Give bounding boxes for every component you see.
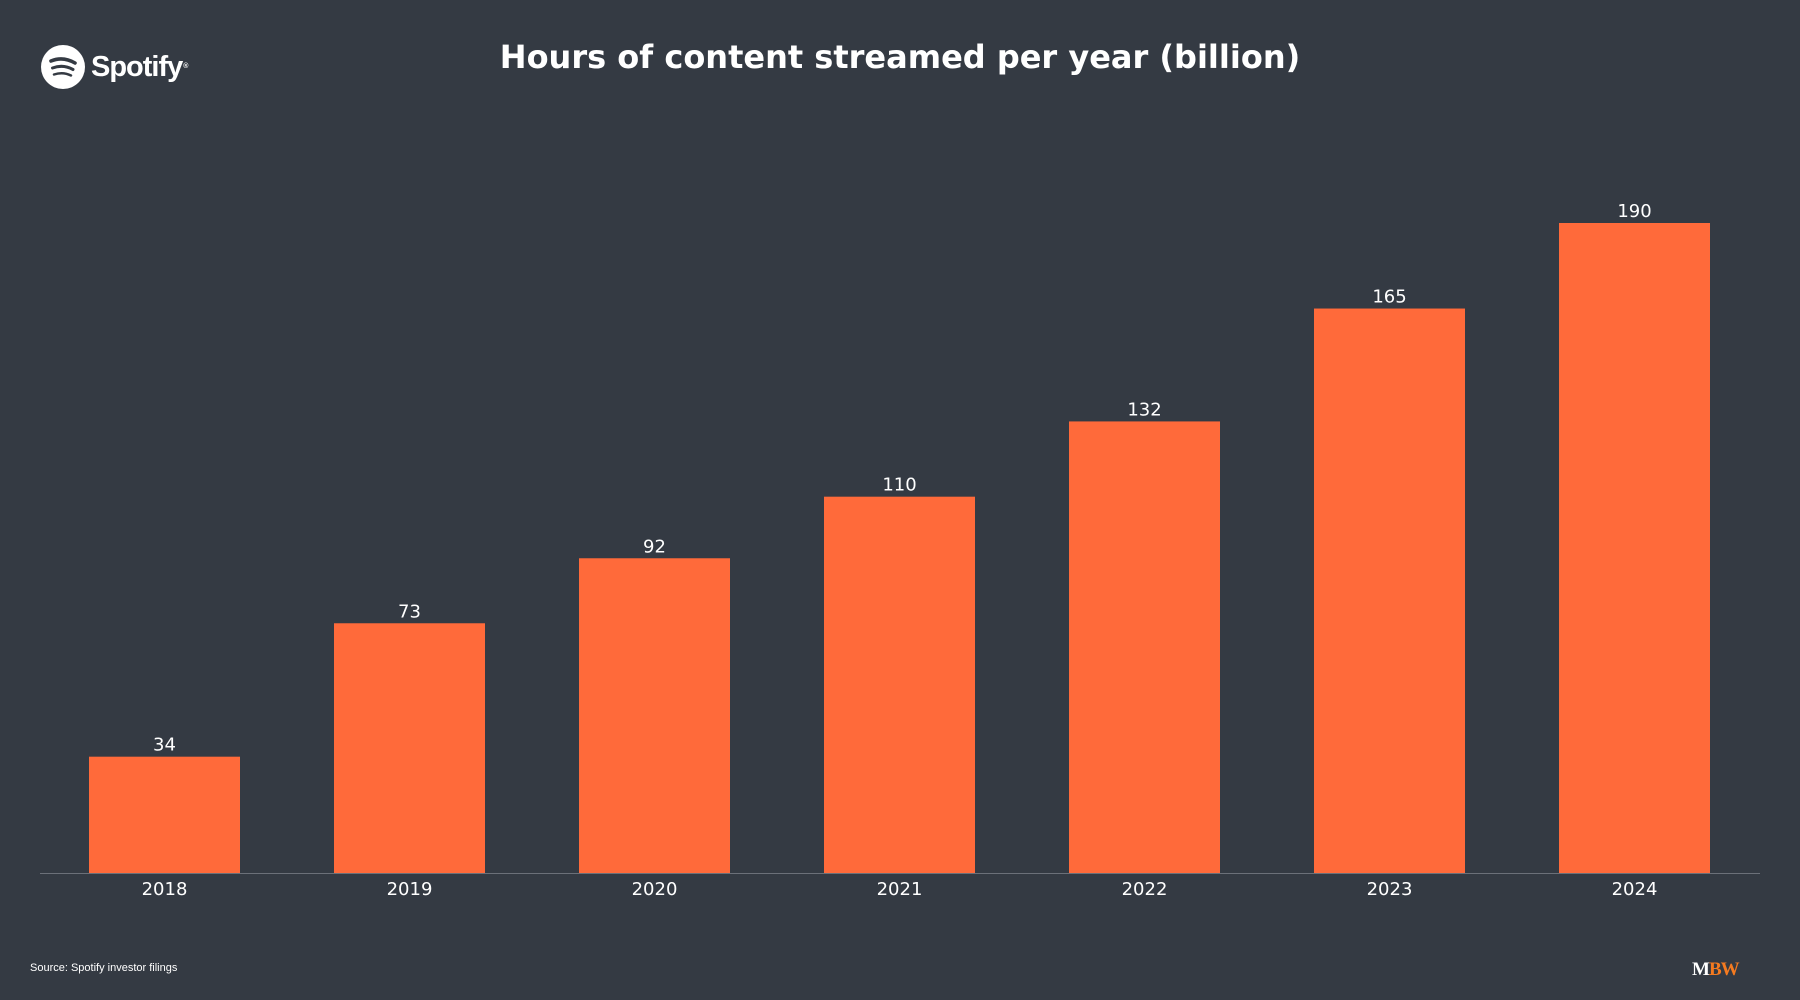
data-label-2024: 190	[1617, 201, 1651, 222]
chart-title: Hours of content streamed per year (bill…	[499, 38, 1301, 76]
bars-group	[89, 223, 1710, 873]
bar-2020	[579, 558, 730, 873]
x-tick-labels-group: 2018 2019 2020 2021 2022 2023 2024	[142, 879, 1658, 900]
spotify-wordmark: Spotify®	[91, 51, 188, 83]
spotify-logo: Spotify®	[41, 44, 188, 90]
data-label-2018: 34	[153, 735, 176, 756]
x-tick-label-2024: 2024	[1612, 879, 1658, 900]
spotify-icon	[41, 45, 85, 89]
x-tick-label-2018: 2018	[142, 879, 188, 900]
bar-2018	[89, 756, 240, 873]
data-label-2019: 73	[398, 601, 421, 622]
data-label-2021: 110	[882, 475, 916, 496]
x-tick-label-2023: 2023	[1367, 879, 1413, 900]
bar-2022	[1069, 421, 1220, 873]
bar-2021	[824, 496, 975, 873]
x-tick-label-2021: 2021	[877, 879, 923, 900]
data-label-2023: 165	[1372, 287, 1406, 308]
mbw-logo: MBW	[1692, 959, 1740, 980]
x-tick-label-2020: 2020	[632, 879, 678, 900]
source-note: Source: Spotify investor filings	[30, 962, 178, 974]
bar-2023	[1314, 308, 1465, 873]
x-tick-label-2022: 2022	[1122, 879, 1168, 900]
bar-2024	[1559, 223, 1710, 873]
data-label-2022: 132	[1127, 399, 1161, 420]
data-labels-group: 34 73 92 110 132 165 190	[153, 201, 1652, 756]
x-tick-label-2019: 2019	[387, 879, 433, 900]
data-label-2020: 92	[643, 536, 666, 557]
bar-2019	[334, 623, 485, 873]
